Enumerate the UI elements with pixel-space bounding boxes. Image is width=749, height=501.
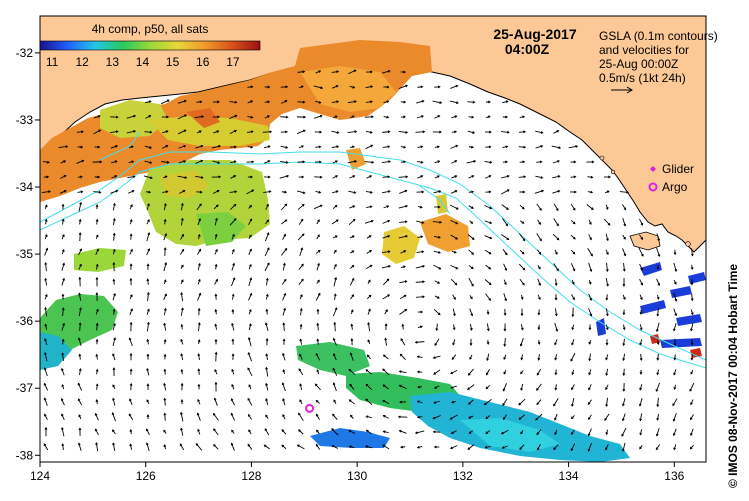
time-label: 04:00Z bbox=[505, 41, 550, 57]
argo-label: Argo bbox=[662, 180, 688, 194]
colorbar-title: 4h comp, p50, all sats bbox=[92, 22, 209, 36]
info-line-4: 0.5m/s (1kt 24h) bbox=[599, 71, 686, 85]
info-line-2: and velocities for bbox=[599, 43, 689, 57]
info-line-3: 25-Aug 00:00Z bbox=[599, 57, 678, 71]
glider-label: Glider bbox=[662, 162, 694, 176]
x-tick-label: 134 bbox=[559, 469, 579, 483]
y-tick-label: -37 bbox=[16, 381, 34, 395]
colorbar bbox=[40, 41, 260, 50]
y-tick-label: -32 bbox=[16, 46, 34, 60]
colorbar-tick-label: 12 bbox=[76, 55, 90, 69]
island bbox=[600, 156, 604, 160]
info-line-1: GSLA (0.1m contours) bbox=[599, 29, 718, 43]
y-tick-label: -35 bbox=[16, 247, 34, 261]
x-tick-label: 136 bbox=[664, 469, 684, 483]
colorbar-tick-label: 14 bbox=[136, 55, 150, 69]
colorbar-tick-label: 16 bbox=[196, 55, 210, 69]
x-tick-label: 126 bbox=[136, 469, 156, 483]
colorbar-tick-label: 13 bbox=[106, 55, 120, 69]
y-tick-label: -34 bbox=[16, 180, 34, 194]
island bbox=[611, 170, 615, 174]
x-tick-label: 128 bbox=[241, 469, 261, 483]
x-axis: 124 126 128 130 132 134 136 bbox=[30, 462, 685, 483]
y-axis: -32 -33 -34 -35 -36 -37 -38 bbox=[16, 46, 40, 462]
colorbar-tick-label: 11 bbox=[46, 55, 59, 69]
y-tick-label: -33 bbox=[16, 113, 34, 127]
colorbar-tick-label: 15 bbox=[166, 55, 180, 69]
colorbar-tick-label: 17 bbox=[226, 55, 240, 69]
island bbox=[686, 242, 691, 247]
x-tick-label: 132 bbox=[453, 469, 473, 483]
y-tick-label: -36 bbox=[16, 314, 34, 328]
credit-text: © IMOS 08-Nov-2017 00:04 Hobart Time bbox=[726, 264, 740, 488]
x-tick-label: 130 bbox=[347, 469, 367, 483]
x-tick-label: 124 bbox=[30, 469, 50, 483]
y-tick-label: -38 bbox=[16, 448, 34, 462]
date-label: 25-Aug-2017 bbox=[493, 26, 576, 42]
